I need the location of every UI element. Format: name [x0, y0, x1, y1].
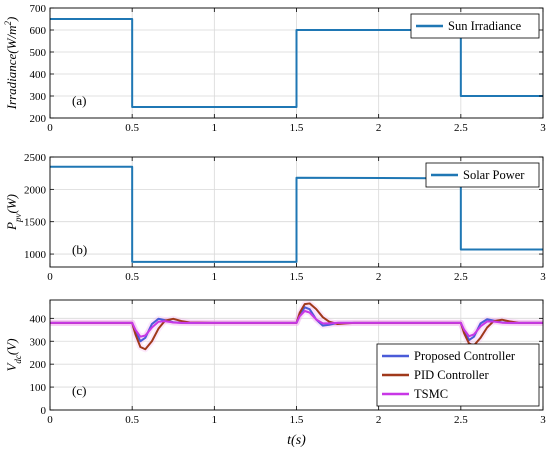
y-tick-label: 600	[30, 25, 47, 37]
legend-entry: Sun Irradiance	[448, 19, 522, 33]
x-tick-label: 0.5	[125, 271, 139, 283]
x-tick-label: 2	[376, 271, 382, 283]
legend: Sun Irradiance	[410, 13, 540, 39]
x-tick-label: 2	[376, 414, 382, 426]
panel-label: (b)	[72, 242, 87, 257]
x-tick-label: 1	[212, 414, 218, 426]
chart-panel-1: 0 0.5 1 1.5 2 2.5 3 200 300 400 500 600 700 Irradianc…	[3, 3, 546, 134]
series-line-pid-controller	[50, 302, 543, 351]
x-tick-label: 1.5	[290, 414, 304, 426]
y-axis-label: Vdc(V)	[4, 338, 23, 371]
y-tick-label: 200	[30, 113, 47, 125]
x-tick-label: 2	[376, 122, 382, 134]
x-tick-label: 1	[212, 122, 218, 134]
legend-entry: Proposed Controller	[414, 349, 516, 363]
legend-entry: TSMC	[414, 387, 448, 401]
x-tick-label: 1	[212, 271, 218, 283]
x-tick-label: 1.5	[290, 271, 304, 283]
y-axis-label: Irradiance(W/m2)	[3, 17, 19, 111]
x-tick-label: 2.5	[454, 122, 468, 134]
x-tick-label: 3	[540, 414, 546, 426]
y-tick-label: 300	[30, 91, 47, 103]
x-tick-label: 0	[47, 271, 53, 283]
x-tick-label: 0.5	[125, 414, 139, 426]
chart-panel-3: 0 0.5 1 1.5 2 2.5 3 0 100 200 300 400 Vdc(V) (c) t(s) P…	[4, 299, 546, 448]
y-tick-label: 700	[30, 3, 47, 15]
x-tick-label: 3	[540, 271, 546, 283]
chart-panel-2: 0 0.5 1 1.5 2 2.5 3 1000 1500 2000 2500 Ppv(W) (b) So…	[4, 152, 546, 283]
x-tick-label: 2.5	[454, 271, 468, 283]
series-line-sun-irradiance	[50, 18, 543, 108]
x-tick-label: 0.5	[125, 122, 139, 134]
series-line-tsmc	[50, 310, 543, 338]
legend: Proposed Controller PID Controller TSMC	[376, 343, 540, 407]
y-tick-label: 100	[30, 382, 47, 394]
y-tick-label: 2500	[24, 152, 47, 164]
y-tick-label: 0	[41, 405, 47, 417]
y-tick-label: 1000	[24, 249, 47, 261]
y-tick-label: 1500	[24, 217, 47, 229]
panel-label: (a)	[72, 93, 86, 108]
series-line-solar-power	[50, 165, 543, 263]
y-axis-label: Ppv(W)	[4, 194, 23, 231]
x-tick-label: 0	[47, 414, 53, 426]
x-tick-label: 1.5	[290, 122, 304, 134]
x-tick-label: 3	[540, 122, 546, 134]
y-tick-label: 500	[30, 47, 47, 59]
legend: Solar Power	[425, 162, 540, 188]
y-tick-label: 400	[30, 313, 47, 325]
x-tick-label: 2.5	[454, 414, 468, 426]
panel-label: (c)	[72, 383, 86, 398]
y-tick-label: 200	[30, 359, 47, 371]
x-axis-label: t(s)	[287, 433, 306, 448]
y-tick-label: 400	[30, 69, 47, 81]
x-tick-label: 0	[47, 122, 53, 134]
legend-entry: Solar Power	[463, 168, 525, 182]
y-tick-label: 300	[30, 336, 47, 348]
y-tick-label: 2000	[24, 184, 47, 196]
legend-entry: PID Controller	[414, 368, 489, 382]
